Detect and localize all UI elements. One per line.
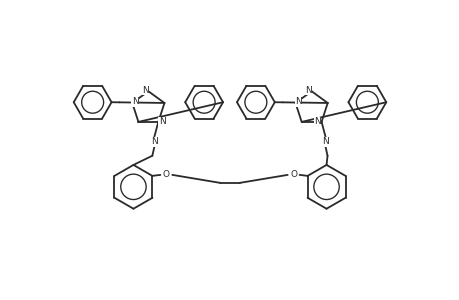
Text: N: N: [305, 86, 311, 95]
Text: N: N: [159, 117, 165, 126]
Text: N: N: [142, 86, 148, 95]
Text: N: N: [313, 117, 320, 126]
Text: N: N: [295, 98, 301, 106]
Text: O: O: [162, 170, 169, 179]
Text: N: N: [132, 98, 138, 106]
Text: N: N: [321, 137, 328, 146]
Text: N: N: [151, 137, 157, 146]
Text: O: O: [290, 170, 297, 179]
